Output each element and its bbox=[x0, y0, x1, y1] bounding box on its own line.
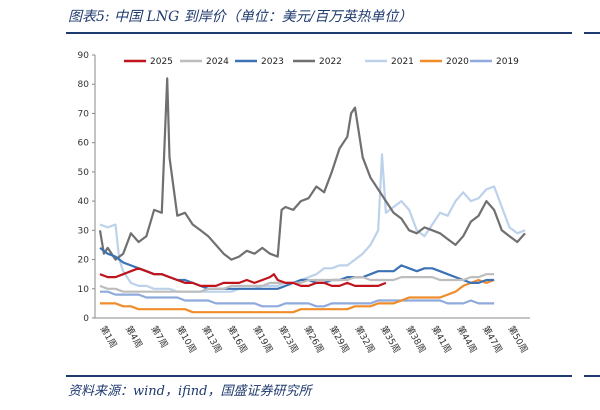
x-tick-label: 第44周 bbox=[454, 324, 479, 356]
top-rule-tick bbox=[584, 32, 600, 34]
legend: 2025 2024 2023 2022 2021 2020 2019 bbox=[124, 57, 519, 67]
x-tick-label: 第16周 bbox=[225, 324, 250, 356]
y-tick-label: 40 bbox=[78, 197, 90, 207]
legend-label-2019: 2019 bbox=[496, 57, 519, 67]
y-tick-label: 80 bbox=[78, 80, 90, 90]
series-line-2025 bbox=[99, 267, 387, 287]
series-line-2021 bbox=[99, 153, 526, 293]
top-rule bbox=[66, 32, 572, 34]
y-tick-label: 30 bbox=[78, 226, 90, 236]
y-tick-label: 20 bbox=[78, 256, 90, 266]
y-tick-label: 50 bbox=[78, 168, 90, 178]
x-tick-label: 第23周 bbox=[276, 324, 301, 356]
x-tick-label: 第13周 bbox=[199, 324, 224, 356]
bottom-rule bbox=[66, 375, 572, 377]
y-tick-label: 90 bbox=[78, 51, 90, 61]
y-tick-labels: 0 10 20 30 40 50 60 70 80 90 bbox=[78, 51, 90, 324]
bottom-rule-tick bbox=[584, 375, 600, 377]
legend-label-2021: 2021 bbox=[391, 57, 414, 67]
x-tick-label: 第47周 bbox=[480, 324, 505, 356]
legend-label-2022: 2022 bbox=[319, 57, 342, 67]
x-tick-label: 第1周 bbox=[97, 324, 119, 351]
x-tick-label: 第35周 bbox=[378, 324, 403, 356]
chart-axes bbox=[92, 54, 530, 319]
x-tick-label: 第41周 bbox=[429, 324, 454, 356]
series-lines bbox=[98, 77, 526, 314]
y-tick-label: 60 bbox=[78, 139, 90, 149]
x-tick-label: 第19周 bbox=[250, 324, 275, 356]
x-tick-label: 第38周 bbox=[403, 324, 428, 356]
series-line-2022 bbox=[98, 77, 526, 261]
source-note: 资料来源：wind，ifind，国盛证券研究所 bbox=[68, 384, 312, 399]
y-tick-label: 0 bbox=[83, 314, 89, 324]
x-tick-labels: 第1周 第4周 第7周 第10周 第13周 第16周 第19周 第23周 第26周 第29周 第32… bbox=[97, 324, 530, 356]
legend-label-2020: 2020 bbox=[446, 57, 469, 67]
legend-label-2025: 2025 bbox=[150, 57, 173, 67]
x-tick-label: 第29周 bbox=[327, 324, 352, 356]
legend-label-2024: 2024 bbox=[206, 57, 229, 67]
x-tick-label: 第32周 bbox=[352, 324, 377, 356]
y-tick-label: 70 bbox=[78, 109, 90, 119]
x-tick-label: 第26周 bbox=[301, 324, 326, 356]
x-tick-label: 第10周 bbox=[174, 324, 199, 356]
series-line-2024 bbox=[99, 273, 495, 293]
x-tick-label: 第50周 bbox=[505, 324, 530, 356]
legend-label-2023: 2023 bbox=[261, 57, 284, 67]
x-tick-label: 第7周 bbox=[148, 324, 170, 351]
y-tick-label: 10 bbox=[78, 285, 90, 295]
series-line-2020 bbox=[100, 278, 495, 314]
page-title: 图表5: 中国 LNG 到岸价（单位：美元/百万英热单位） bbox=[68, 9, 413, 25]
x-tick-label: 第4周 bbox=[123, 324, 145, 351]
series-line-2019 bbox=[100, 290, 495, 308]
